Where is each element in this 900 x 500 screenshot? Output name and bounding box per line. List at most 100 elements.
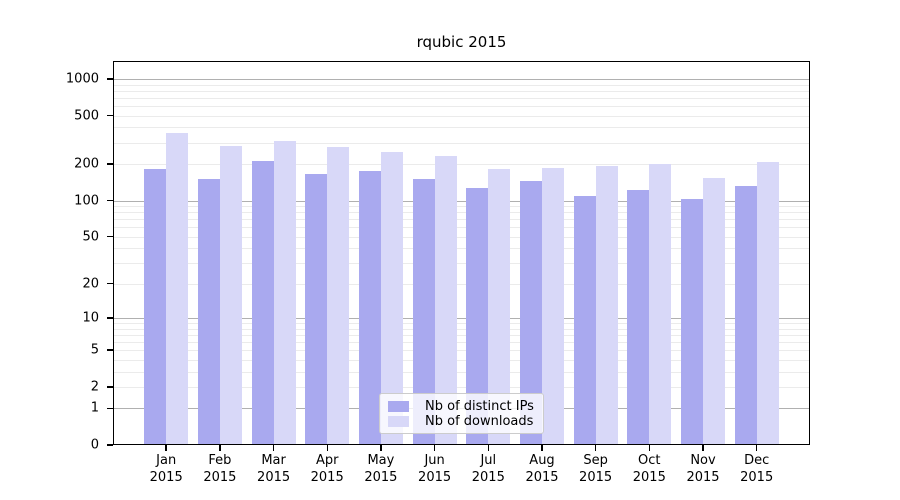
y-tick-label-50: 50 [82, 229, 99, 245]
x-tick-label-feb: Feb 2015 [203, 453, 237, 485]
legend-item-downloads: Nb of downloads [388, 414, 535, 429]
y-tick-mark-20 [107, 282, 113, 285]
gridline-major-10 [113, 318, 810, 319]
x-tick-mark-feb [219, 445, 221, 451]
x-tick-label-apr: Apr 2015 [310, 453, 344, 485]
y-tick-mark-1 [107, 407, 113, 409]
x-tick-mark-jun [433, 445, 436, 451]
x-tick-mark-mar [272, 445, 275, 451]
x-tick-mark-jan [165, 445, 167, 451]
y-tick-label-5: 5 [90, 342, 99, 358]
y-tick-label-200: 200 [74, 156, 99, 172]
y-tick-mark-10 [107, 317, 113, 319]
y-tick-label-20: 20 [82, 276, 99, 292]
gridline-minor-30 [113, 263, 810, 265]
gridline-minor-300 [113, 142, 810, 144]
x-tick-mark-sep [594, 445, 597, 451]
gridline-minor-200 [113, 164, 810, 165]
gridline-minor-80 [113, 212, 810, 214]
bar-distinct-ips-nov [681, 198, 703, 445]
gridline-minor-90 [113, 206, 810, 207]
y-tick-mark-200 [107, 163, 113, 165]
bar-downloads-jul [488, 168, 511, 445]
y-tick-mark-500 [107, 114, 113, 117]
y-tick-label-100: 100 [74, 193, 99, 208]
gridline-minor-20 [113, 283, 810, 285]
bar-distinct-ips-may [358, 171, 381, 445]
gridline-minor-600 [113, 106, 810, 107]
bar-downloads-mar [273, 141, 296, 445]
legend-label-downloads: Nb of downloads [425, 414, 534, 429]
gridline-minor-5 [113, 350, 810, 352]
gridline-major-100 [113, 200, 810, 202]
x-tick-mark-jul [487, 445, 489, 451]
x-tick-label-nov: Nov 2015 [686, 453, 720, 485]
x-tick-mark-oct [648, 445, 651, 451]
bar-downloads-jun [434, 155, 457, 445]
gridline-minor-60 [113, 227, 810, 229]
gridline-minor-500 [113, 115, 810, 117]
x-tick-label-jul: Jul 2015 [471, 453, 505, 485]
y-tick-mark-100 [107, 199, 113, 202]
bars-layer [113, 61, 810, 445]
y-tick-mark-5 [107, 349, 113, 351]
x-tick-mark-aug [541, 445, 543, 451]
y-tick-mark-1000 [107, 78, 113, 80]
y-tick-label-1000: 1000 [65, 71, 99, 87]
bar-distinct-ips-apr [305, 173, 328, 445]
bar-downloads-dec [756, 161, 779, 445]
x-tick-label-aug: Aug 2015 [525, 453, 559, 485]
x-tick-label-sep: Sep 2015 [579, 453, 613, 485]
plot-area: Nb of distinct IPs Nb of downloads [113, 61, 810, 445]
bar-distinct-ips-jul [466, 187, 489, 445]
gridline-minor-50 [113, 236, 810, 238]
legend: Nb of distinct IPs Nb of downloads [379, 393, 544, 434]
bar-downloads-sep [595, 165, 618, 445]
x-tick-label-dec: Dec 2015 [740, 453, 774, 485]
x-tick-mark-dec [755, 445, 758, 451]
legend-label-distinct-ips: Nb of distinct IPs [425, 399, 534, 414]
bar-downloads-nov [703, 177, 725, 445]
x-tick-mark-may [380, 445, 382, 451]
bar-downloads-oct [649, 163, 672, 445]
gridline-minor-900 [113, 84, 810, 86]
x-tick-label-mar: Mar 2015 [257, 453, 291, 485]
x-tick-label-jan: Jan 2015 [149, 453, 183, 485]
gridline-minor-2 [113, 386, 810, 388]
bar-downloads-apr [327, 147, 350, 445]
y-tick-mark-2 [107, 386, 113, 388]
chart-title: rqubic 2015 [416, 33, 507, 51]
gridline-major-1000 [113, 78, 810, 80]
bar-distinct-ips-dec [734, 186, 757, 445]
y-tick-label-2: 2 [90, 379, 99, 395]
legend-swatch-downloads [388, 416, 409, 427]
gridline-minor-800 [113, 90, 810, 92]
bar-distinct-ips-jun [412, 178, 435, 445]
bar-distinct-ips-mar [251, 161, 274, 445]
gridline-minor-400 [113, 127, 810, 129]
grid-layer [113, 61, 810, 445]
bar-distinct-ips-oct [627, 189, 650, 445]
gridline-minor-3 [113, 371, 810, 373]
y-tick-label-10: 10 [82, 310, 99, 326]
x-tick-label-jun: Jun 2015 [418, 453, 452, 485]
gridline-minor-40 [113, 248, 810, 250]
y-tick-label-1: 1 [90, 400, 99, 416]
gridline-minor-70 [113, 219, 810, 221]
bar-distinct-ips-aug [520, 180, 542, 445]
x-tick-mark-nov [702, 445, 704, 451]
y-tick-label-500: 500 [74, 108, 99, 124]
y-tick-label-0: 0 [90, 437, 99, 453]
gridline-minor-700 [113, 97, 810, 99]
bar-downloads-aug [542, 167, 564, 445]
x-tick-mark-apr [326, 445, 328, 451]
legend-swatch-distinct-ips [388, 401, 409, 412]
legend-item-distinct-ips: Nb of distinct IPs [388, 399, 535, 414]
bar-distinct-ips-sep [573, 196, 596, 445]
gridline-minor-6 [113, 341, 810, 343]
bar-distinct-ips-jan [144, 169, 167, 445]
gridline-minor-9 [113, 323, 810, 324]
bar-downloads-jan [166, 133, 189, 445]
bar-downloads-feb [219, 145, 242, 445]
